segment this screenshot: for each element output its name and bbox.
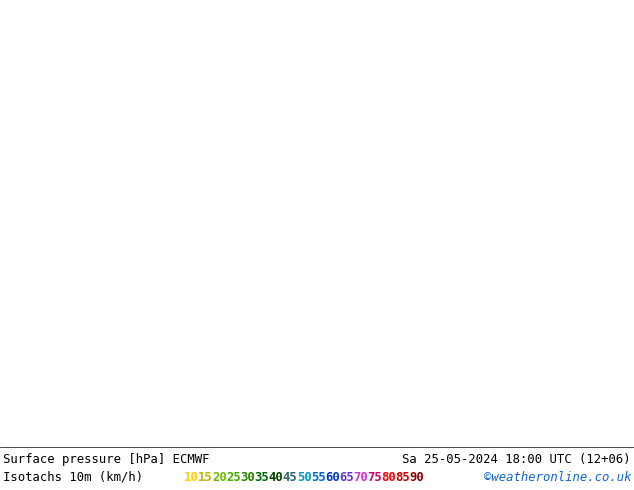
Text: 50: 50 — [297, 471, 311, 484]
Text: 15: 15 — [198, 471, 213, 484]
Text: 10: 10 — [184, 471, 198, 484]
Text: Sa 25-05-2024 18:00 UTC (12+06): Sa 25-05-2024 18:00 UTC (12+06) — [403, 453, 631, 466]
Text: Surface pressure [hPa] ECMWF: Surface pressure [hPa] ECMWF — [3, 453, 209, 466]
Text: Isotachs 10m (km/h): Isotachs 10m (km/h) — [3, 471, 143, 484]
Text: ©weatheronline.co.uk: ©weatheronline.co.uk — [484, 471, 631, 484]
Text: 90: 90 — [410, 471, 424, 484]
Text: 25: 25 — [226, 471, 241, 484]
Text: 30: 30 — [240, 471, 255, 484]
Text: 80: 80 — [382, 471, 396, 484]
Text: 55: 55 — [311, 471, 326, 484]
Text: 75: 75 — [367, 471, 382, 484]
Text: 35: 35 — [254, 471, 269, 484]
Text: 45: 45 — [283, 471, 297, 484]
Text: 40: 40 — [269, 471, 283, 484]
Text: 20: 20 — [212, 471, 227, 484]
Text: 60: 60 — [325, 471, 340, 484]
Text: 70: 70 — [353, 471, 368, 484]
Text: 65: 65 — [339, 471, 354, 484]
Text: 85: 85 — [396, 471, 410, 484]
